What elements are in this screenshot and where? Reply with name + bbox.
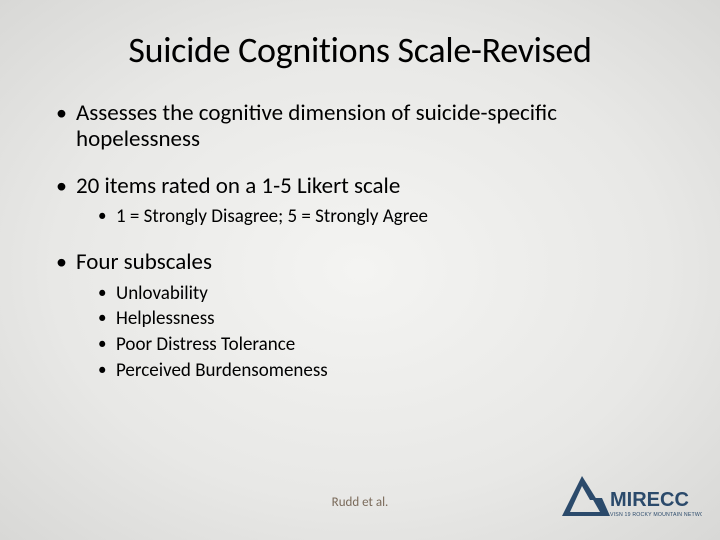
bullet-item: 20 items rated on a 1-5 Likert scale 1 =…	[50, 173, 670, 229]
mirecc-logo: MIRECC VISN 19 ROCKY MOUNTAIN NETWORK	[552, 468, 702, 526]
sub-bullet-list: Unlovability Helplessness Poor Distress …	[94, 282, 670, 383]
bullet-text: Assesses the cognitive dimension of suic…	[76, 99, 557, 153]
sub-bullet-item: Helplessness	[94, 307, 670, 331]
bullet-item: Assesses the cognitive dimension of suic…	[50, 100, 670, 153]
sub-bullet-item: 1 = Strongly Disagree; 5 = Strongly Agre…	[94, 205, 670, 229]
sub-bullet-item: Perceived Burdensomeness	[94, 359, 670, 383]
bullet-item: Four subscales Unlovability Helplessness…	[50, 249, 670, 382]
sub-bullet-list: 1 = Strongly Disagree; 5 = Strongly Agre…	[94, 205, 670, 229]
bullet-text: 20 items rated on a 1-5 Likert scale	[76, 172, 400, 200]
logo-triangle-icon	[562, 476, 610, 516]
bullet-text: Four subscales	[76, 248, 212, 276]
logo-subtitle: VISN 19 ROCKY MOUNTAIN NETWORK	[610, 512, 702, 518]
slide-title: Suicide Cognitions Scale-Revised	[50, 28, 670, 72]
bullet-list: Assesses the cognitive dimension of suic…	[50, 100, 670, 383]
slide: Suicide Cognitions Scale-Revised Assesse…	[0, 0, 720, 540]
sub-bullet-item: Unlovability	[94, 282, 670, 306]
logo-text: MIRECC	[610, 489, 689, 511]
sub-bullet-item: Poor Distress Tolerance	[94, 333, 670, 357]
